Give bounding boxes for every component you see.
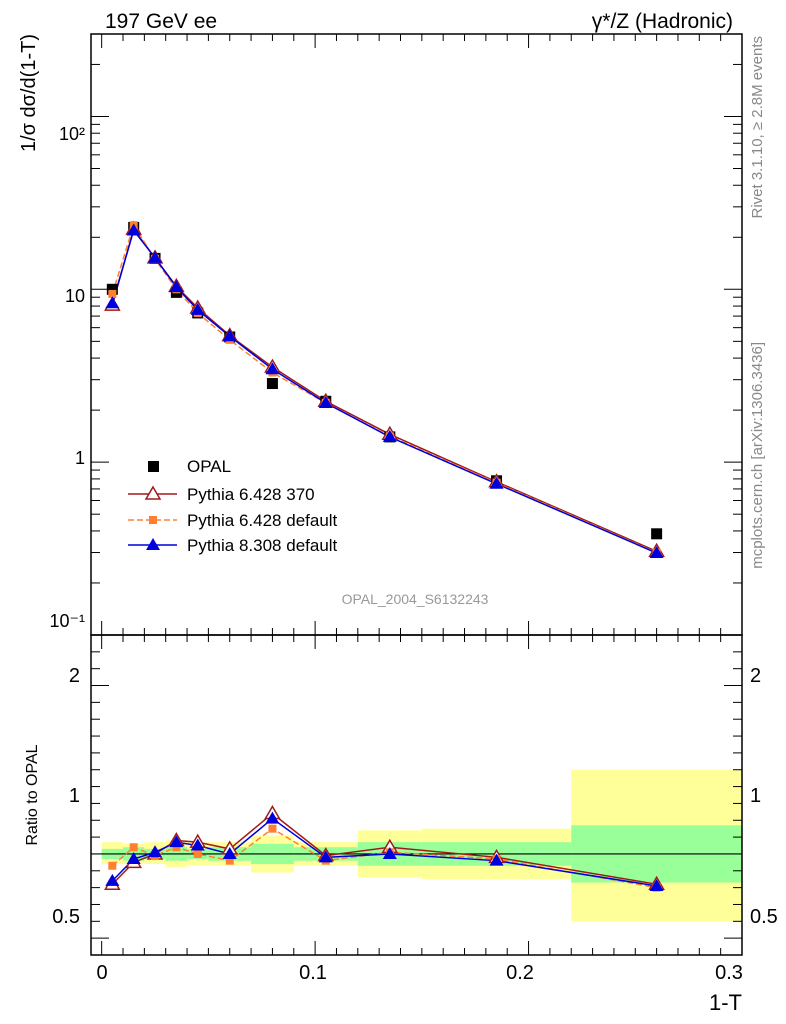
main-data-point (651, 528, 663, 540)
x-axis-label: 1-T (709, 990, 742, 1015)
ratio-data-point (382, 846, 397, 859)
ratio-y-tick-label: 0.5 (52, 906, 80, 928)
main-data-point (489, 476, 504, 489)
main-data-point (266, 378, 278, 390)
main-data-point (318, 395, 333, 408)
mcplots-label: mcplots.cern.ch [arXiv:1306.3436] (749, 342, 766, 569)
ratio-data-point (265, 811, 280, 824)
legend-label: Pythia 6.428 370 (187, 485, 315, 504)
ratio-data-point (172, 843, 181, 852)
main-data-point (649, 546, 664, 559)
ratio-series-layer (104, 805, 665, 892)
left-title: 197 GeV ee (105, 10, 217, 33)
legend-marker-p6-370 (144, 485, 162, 500)
main-data-point (265, 362, 280, 375)
ratio-data-point (169, 835, 184, 848)
ratio-data-point (489, 853, 504, 866)
right-title: γ*/Z (Hadronic) (592, 10, 733, 33)
ratio-data-point (225, 856, 234, 865)
analysis-tag: OPAL_2004_S6132243 (342, 591, 489, 607)
legend-marker-p6-default (149, 516, 157, 524)
main-data-point (126, 223, 141, 236)
main-y-tick-labels: 10⁻¹ 1 10 10² (49, 124, 85, 631)
ratio-data-point (126, 852, 141, 864)
ratio-data-point (268, 824, 277, 833)
main-data-point (382, 429, 397, 442)
ratio-y-tick-label-right: 2 (750, 665, 761, 687)
legend-marker-opal (148, 461, 159, 472)
x-tick-labels: 0 0.1 0.2 0.3 (96, 962, 742, 984)
ratio-y-tick-labels: 0.5 1 2 0.5 1 2 (52, 665, 778, 928)
ratio-y-tick-label: 2 (69, 665, 80, 687)
ratio-data-point (108, 861, 117, 870)
ratio-data-point (148, 845, 163, 858)
ratio-data-point (318, 850, 333, 863)
x-tick-label: 0 (96, 962, 107, 984)
rivet-label: Rivet 3.1.10, ≥ 2.8M events (749, 36, 766, 219)
main-data-point (222, 329, 237, 342)
ratio-data-point (105, 873, 120, 886)
main-data-point (106, 283, 118, 295)
main-data-point (148, 250, 163, 263)
main-data-point (190, 302, 205, 315)
ratio-data-point (129, 843, 138, 852)
main-data-point (105, 296, 120, 309)
ratio-y-axis-label: Ratio to OPAL (24, 744, 41, 845)
ratio-y-tick-label: 1 (69, 785, 80, 807)
legend-marker-p8-default (146, 538, 160, 550)
main-y-tick-label: 10² (59, 124, 85, 144)
x-tick-label: 0.2 (506, 962, 534, 984)
legend-label: Pythia 6.428 default (187, 511, 338, 530)
main-y-axis-label: 1/σ dσ/d(1-T) (18, 34, 40, 152)
x-tick-label: 0.1 (299, 962, 327, 984)
x-tick-label: 0.3 (715, 962, 743, 984)
ratio-y-tick-label-right: 1 (750, 785, 761, 807)
main-series-line (111, 228, 657, 554)
main-y-tick-label: 10⁻¹ (49, 611, 85, 631)
legend-label: Pythia 8.308 default (187, 536, 338, 555)
legend-label: OPAL (187, 457, 231, 476)
ratio-data-point (190, 838, 205, 851)
ratio-data-point (649, 878, 664, 891)
main-series-layer (104, 220, 665, 559)
axis-ticks (91, 33, 743, 955)
ratio-panel-frame (90, 634, 743, 956)
ratio-data-point (222, 846, 237, 859)
main-data-point (169, 280, 184, 293)
legend: OPAL Pythia 6.428 370 Pythia 6.428 defau… (128, 457, 338, 555)
ratio-data-point (193, 849, 202, 858)
main-y-tick-label: 1 (75, 448, 85, 468)
main-data-point (108, 289, 117, 298)
main-y-tick-label: 10 (65, 286, 85, 306)
ratio-y-tick-label-right: 0.5 (750, 906, 778, 928)
